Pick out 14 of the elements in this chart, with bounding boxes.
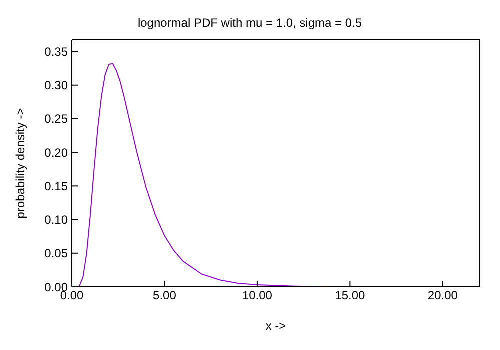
chart-title: lognormal PDF with mu = 1.0, sigma = 0.5 bbox=[136, 16, 364, 30]
x-tick-label: 15.00 bbox=[335, 288, 366, 303]
y-tick-label: 0.15 bbox=[44, 179, 68, 194]
y-tick-label: 0.30 bbox=[44, 78, 68, 93]
x-tick-label: 10.00 bbox=[242, 288, 273, 303]
x-tick-label: 5.00 bbox=[153, 288, 177, 303]
y-tick-label: 0.35 bbox=[44, 45, 68, 60]
y-tick-label: 0.10 bbox=[44, 213, 68, 228]
y-tick-label: 0.20 bbox=[44, 146, 68, 160]
y-tick-label: 0.05 bbox=[44, 246, 68, 261]
y-axis-title: probability density -> bbox=[13, 108, 28, 219]
x-tick-label: 20.00 bbox=[428, 288, 458, 303]
y-tick-label: 0.25 bbox=[44, 112, 68, 126]
x-axis-title: x -> bbox=[266, 319, 286, 333]
